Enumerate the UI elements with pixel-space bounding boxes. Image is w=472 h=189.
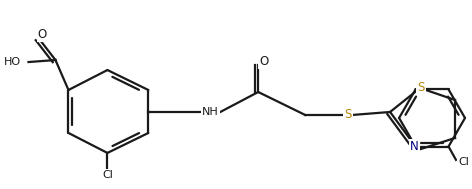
Text: S: S [417, 81, 425, 94]
Text: NH: NH [202, 107, 219, 117]
Text: Cl: Cl [102, 170, 113, 180]
Text: HO: HO [3, 57, 20, 67]
Text: S: S [345, 108, 352, 122]
Text: O: O [260, 55, 269, 67]
Text: Cl: Cl [459, 157, 470, 167]
Text: N: N [410, 140, 419, 153]
Text: O: O [38, 28, 47, 41]
